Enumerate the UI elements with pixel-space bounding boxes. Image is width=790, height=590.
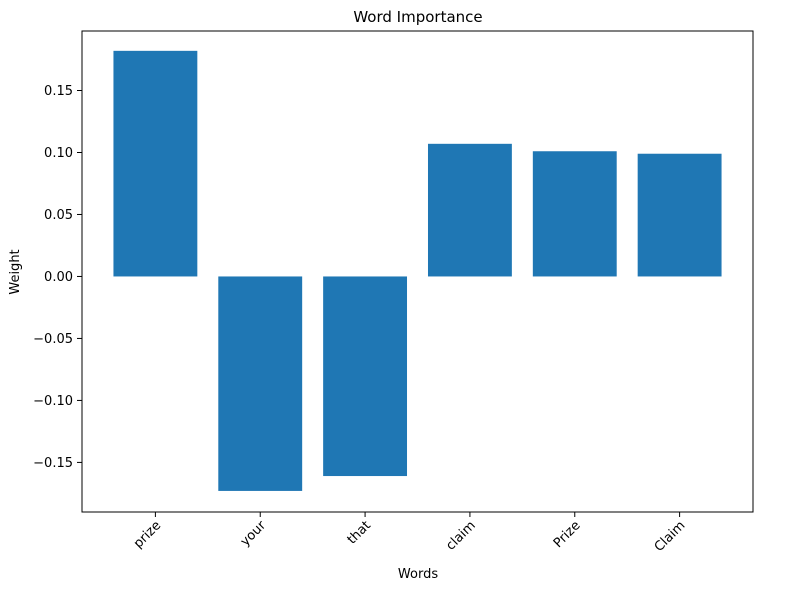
- y-tick-label: 0.05: [44, 208, 73, 223]
- bar-Claim: [637, 153, 722, 277]
- x-tick-label: Claim: [652, 518, 689, 555]
- y-axis-label: Weight: [8, 249, 23, 294]
- x-tick-label: Prize: [551, 518, 584, 551]
- x-tick-label: that: [345, 518, 374, 547]
- plot-frame: [81, 30, 754, 513]
- y-tick-label: −0.10: [33, 394, 73, 409]
- bars-group: [113, 50, 722, 491]
- y-tick-label: −0.05: [33, 332, 73, 347]
- x-tick-label: claim: [443, 518, 478, 553]
- bar-that: [323, 276, 408, 477]
- bar-Prize: [532, 151, 617, 277]
- y-tick-label: 0.00: [44, 270, 73, 285]
- x-tick-label: your: [238, 518, 270, 550]
- y-tick-label: 0.10: [44, 146, 73, 161]
- bar-prize: [113, 50, 198, 277]
- x-tick-label: prize: [131, 518, 164, 551]
- bar-your: [218, 276, 303, 491]
- x-axis: prize your that claim Prize Claim: [131, 512, 688, 555]
- y-tick-label: 0.15: [44, 84, 73, 99]
- bar-claim: [427, 143, 512, 277]
- y-tick-label: −0.15: [33, 456, 73, 471]
- y-axis: 0.15 0.10 0.05 0.00 −0.05 −0.10 −0.15: [33, 84, 82, 471]
- chart-title: Word Importance: [353, 8, 482, 26]
- x-axis-label: Words: [398, 567, 438, 582]
